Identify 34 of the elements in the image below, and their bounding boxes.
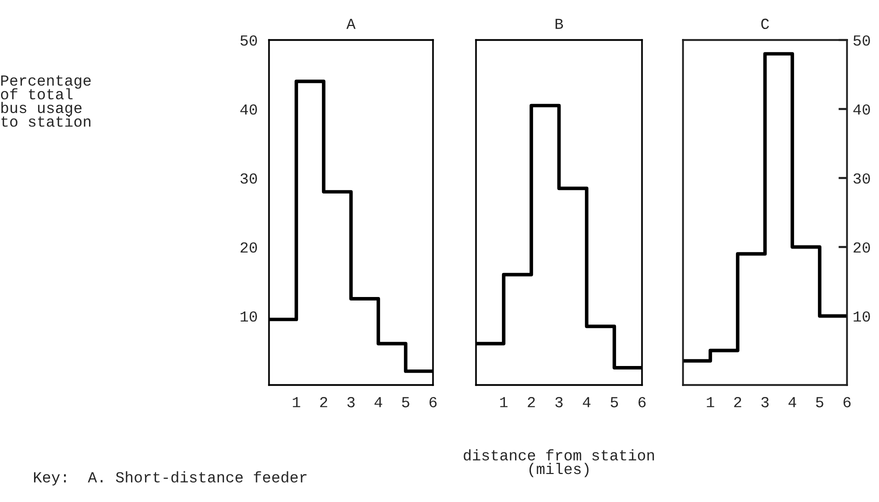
x-tick-label: 3 xyxy=(555,396,563,408)
y2-tick-label: 40 xyxy=(853,104,870,115)
x-tick-label: 5 xyxy=(816,397,824,408)
x-tick-label: 2 xyxy=(528,396,535,408)
y-tick-label: 50 xyxy=(240,35,257,46)
x-tick-label: 4 xyxy=(374,397,382,408)
x-tick-label: 1 xyxy=(292,397,300,408)
x-tick-label: 4 xyxy=(788,397,796,408)
y-tick-label: 10 xyxy=(240,311,257,322)
text: Key: A. Short-distance feeder xyxy=(34,471,307,486)
x-tick-label: 6 xyxy=(638,396,646,408)
x-tick-label: 4 xyxy=(582,397,590,408)
chart-title: B xyxy=(556,18,564,29)
x-tick-label: 3 xyxy=(761,396,769,408)
x-tick-label: 3 xyxy=(347,396,355,408)
x-tick-label: 6 xyxy=(844,396,851,408)
chart-title: C xyxy=(761,18,769,30)
x-tick-label: 2 xyxy=(320,396,328,408)
x-tick-label: 1 xyxy=(706,397,714,408)
y-tick-label: 20 xyxy=(240,242,257,253)
y2-tick-label: 20 xyxy=(854,242,870,253)
x-tick-label: 6 xyxy=(430,396,437,408)
x-tick-label: 1 xyxy=(500,397,508,408)
y-tick-label: 30 xyxy=(240,173,257,184)
y-axis-title: Percentage of total bus usage to station xyxy=(1,75,91,127)
x-axis-title: distance from station (miles) xyxy=(464,449,654,478)
chart-title: A xyxy=(346,18,356,29)
y2-tick-label: 30 xyxy=(854,173,870,184)
y-tick-label: 40 xyxy=(240,104,257,115)
x-tick-label: 5 xyxy=(610,397,618,408)
y2-tick-label: 10 xyxy=(854,311,870,322)
x-tick-label: 5 xyxy=(402,397,410,408)
x-tick-label: 2 xyxy=(734,396,742,408)
y2-tick-label: 50 xyxy=(854,35,870,46)
